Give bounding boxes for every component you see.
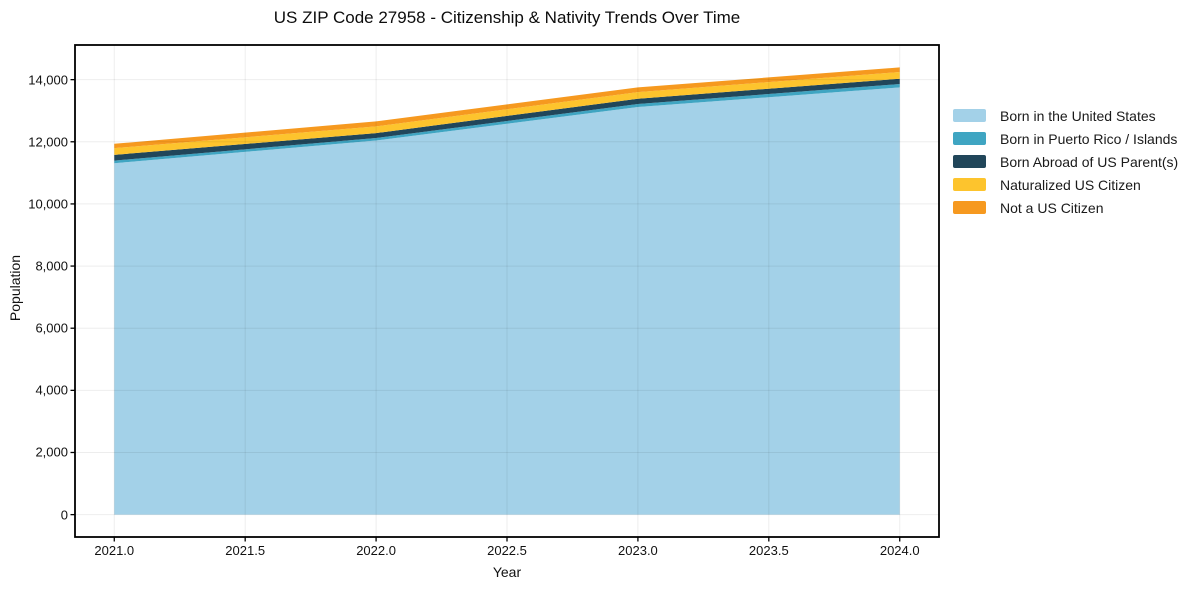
area-series-4 bbox=[114, 67, 900, 149]
x-tick-label: 2023.5 bbox=[748, 543, 789, 558]
area-series-1 bbox=[114, 83, 900, 164]
y-tick-label: 12,000 bbox=[28, 134, 68, 150]
legend: Born in the United States Born in Puerto… bbox=[953, 104, 1178, 219]
x-tick-label: 2022.5 bbox=[487, 543, 527, 558]
legend-label: Born Abroad of US Parent(s) bbox=[1000, 153, 1179, 170]
y-tick-label: 8,000 bbox=[35, 258, 68, 274]
y-tick-label: 6,000 bbox=[35, 320, 68, 336]
y-tick-label: 2,000 bbox=[35, 444, 68, 460]
area-series-3 bbox=[114, 72, 900, 155]
legend-item: Naturalized US Citizen bbox=[953, 173, 1178, 196]
legend-label: Born in the United States bbox=[1000, 107, 1156, 124]
x-tick-label: 2024.0 bbox=[879, 543, 920, 558]
legend-label: Not a US Citizen bbox=[1000, 199, 1104, 216]
y-tick-label: 14,000 bbox=[28, 72, 68, 88]
legend-item: Born Abroad of US Parent(s) bbox=[953, 150, 1178, 173]
legend-swatch-born-us bbox=[953, 109, 986, 122]
legend-item: Born in the United States bbox=[953, 104, 1178, 127]
x-tick-label: 2021.5 bbox=[225, 543, 266, 558]
area-series-0 bbox=[114, 87, 900, 515]
legend-swatch-naturalized bbox=[953, 178, 986, 191]
legend-item: Born in Puerto Rico / Islands bbox=[953, 127, 1178, 150]
legend-swatch-born-abroad bbox=[953, 155, 986, 168]
y-tick-label: 0 bbox=[60, 507, 68, 523]
x-tick-label: 2023.0 bbox=[618, 543, 658, 558]
legend-label: Naturalized US Citizen bbox=[1000, 176, 1141, 193]
y-tick-label: 4,000 bbox=[35, 382, 68, 398]
legend-swatch-born-pr-islands bbox=[953, 132, 986, 145]
chart-title: US ZIP Code 27958 - Citizenship & Nativi… bbox=[273, 8, 741, 27]
y-tick-label: 10,000 bbox=[28, 196, 68, 212]
legend-item: Not a US Citizen bbox=[953, 196, 1178, 219]
legend-swatch-not-citizen bbox=[953, 201, 986, 214]
x-tick-label: 2022.0 bbox=[356, 543, 396, 558]
x-axis-label: Year bbox=[492, 564, 522, 580]
legend-label: Born in Puerto Rico / Islands bbox=[1000, 130, 1178, 147]
x-tick-label: 2021.0 bbox=[94, 543, 135, 558]
area-series-2 bbox=[114, 78, 900, 161]
